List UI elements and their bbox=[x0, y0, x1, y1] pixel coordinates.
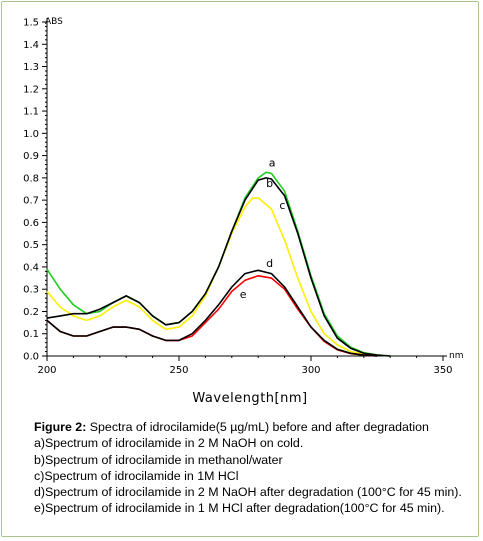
labels-layer: abc d e bbox=[240, 157, 286, 301]
y-tick-label: 1.1 bbox=[23, 107, 39, 118]
series-d-line bbox=[46, 269, 378, 357]
y-tick-label: 0.9 bbox=[23, 151, 39, 162]
x-tick-label: 350 bbox=[433, 365, 452, 376]
figure-title: Spectra of idrocilamide(5 µg/mL) before … bbox=[89, 420, 429, 434]
y-tick-label: 1.3 bbox=[23, 62, 39, 73]
y-tick-label: 1.0 bbox=[23, 129, 39, 140]
caption-line-b: b)Spectrum of idrocilamide in methanol/w… bbox=[34, 452, 283, 467]
series-c-label: c bbox=[279, 199, 285, 212]
y-tick-label: 0.2 bbox=[23, 307, 39, 318]
y-tick-label: 0.1 bbox=[23, 329, 39, 340]
y-axis-label: ABS bbox=[45, 17, 63, 27]
series-a-label: a bbox=[269, 157, 276, 170]
caption-line-a: a)Spectrum of idrocilamide in 2 M NaOH o… bbox=[34, 436, 304, 451]
series-d-label: d bbox=[266, 257, 273, 270]
y-tick-label: 0.3 bbox=[23, 285, 39, 296]
x-tick-label: 250 bbox=[169, 365, 188, 376]
series-b-label: b bbox=[266, 177, 273, 190]
series-layer bbox=[46, 171, 391, 357]
figure-caption: Figure 2: Spectra of idrocilamide(5 µg/m… bbox=[34, 419, 466, 517]
caption-line-d: d)Spectrum of idrocilamide in 2 M NaOH a… bbox=[34, 485, 462, 500]
y-tick-label: 0.0 bbox=[23, 352, 39, 363]
x-tick-label: 300 bbox=[301, 365, 320, 376]
series-a-line bbox=[46, 171, 391, 357]
y-tick-label: 0.6 bbox=[23, 218, 39, 229]
x-tick-label: 200 bbox=[37, 365, 56, 376]
y-tick-label: 0.4 bbox=[23, 262, 39, 273]
series-b-line bbox=[46, 177, 391, 357]
y-tick-label: 1.2 bbox=[23, 84, 39, 95]
x-axis-unit: nm bbox=[449, 351, 463, 361]
y-tick-label: 0.5 bbox=[23, 240, 39, 251]
y-tick-label: 1.4 bbox=[23, 40, 39, 51]
caption-title-line: Figure 2: Spectra of idrocilamide(5 µg/m… bbox=[34, 419, 466, 435]
caption-line-c: c)Spectrum of idrocilamide in 1M HCl bbox=[34, 468, 239, 483]
spectra-chart: 0.0 0.1 0.2 0.3 0.4 0.5 0.6 0.7 0.8 0.9 1.0 1.1 1.2 1… bbox=[23, 17, 463, 406]
figure-label: Figure 2: bbox=[34, 420, 87, 434]
caption-line-e: e)Spectrum of idrocilamide in 1 M HCl af… bbox=[34, 501, 445, 516]
y-tick-label: 0.8 bbox=[23, 173, 39, 184]
series-e-label: e bbox=[240, 288, 247, 301]
x-axis-title: Wavelength[nm] bbox=[192, 391, 307, 406]
series-e-line bbox=[46, 275, 378, 357]
chart-axes: 0.0 0.1 0.2 0.3 0.4 0.5 0.6 0.7 0.8 0.9 1.0 1.1 1.2 1… bbox=[23, 18, 452, 377]
y-tick-label: 0.7 bbox=[23, 196, 39, 207]
y-tick-label: 1.5 bbox=[23, 18, 39, 29]
series-b-dots bbox=[46, 177, 391, 357]
